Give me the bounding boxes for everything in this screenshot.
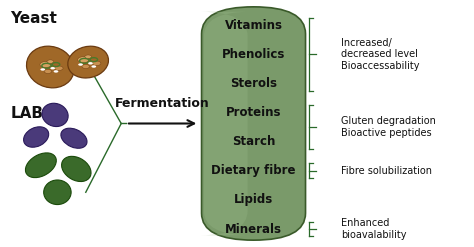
Ellipse shape — [44, 180, 71, 205]
Circle shape — [47, 60, 54, 63]
Circle shape — [78, 63, 83, 66]
Circle shape — [44, 69, 52, 73]
Circle shape — [91, 65, 96, 68]
Text: LAB: LAB — [10, 106, 43, 121]
Circle shape — [40, 68, 45, 71]
Ellipse shape — [62, 156, 91, 182]
Ellipse shape — [61, 128, 87, 148]
Ellipse shape — [26, 153, 56, 178]
FancyBboxPatch shape — [201, 12, 251, 235]
Circle shape — [54, 70, 58, 73]
Ellipse shape — [42, 103, 68, 126]
Text: Fermentation: Fermentation — [115, 97, 210, 110]
FancyBboxPatch shape — [201, 7, 306, 240]
Text: Yeast: Yeast — [10, 11, 57, 25]
Circle shape — [92, 61, 101, 65]
Text: Lipids: Lipids — [234, 193, 273, 206]
Circle shape — [88, 62, 93, 64]
Circle shape — [78, 57, 89, 62]
Text: Proteins: Proteins — [226, 106, 281, 119]
Text: Dietary fibre: Dietary fibre — [211, 164, 296, 177]
Circle shape — [50, 67, 55, 69]
Text: Sterols: Sterols — [230, 77, 277, 90]
Text: Minerals: Minerals — [225, 223, 282, 236]
Text: Increased/
decreased level
Bioaccessability: Increased/ decreased level Bioaccessabil… — [341, 38, 419, 71]
Text: Gluten degradation
Bioactive peptides: Gluten degradation Bioactive peptides — [341, 116, 436, 138]
Text: Vitamins: Vitamins — [225, 19, 283, 32]
Circle shape — [85, 55, 91, 58]
Circle shape — [40, 62, 51, 67]
Text: Phenolics: Phenolics — [222, 48, 285, 61]
Text: Starch: Starch — [232, 135, 275, 148]
Text: Enhanced
bioavalability: Enhanced bioavalability — [341, 218, 407, 240]
Ellipse shape — [68, 46, 109, 78]
Circle shape — [82, 64, 90, 68]
Ellipse shape — [24, 127, 49, 147]
Ellipse shape — [27, 46, 74, 88]
Text: Fibre solubilization: Fibre solubilization — [341, 166, 432, 176]
Circle shape — [55, 66, 63, 70]
